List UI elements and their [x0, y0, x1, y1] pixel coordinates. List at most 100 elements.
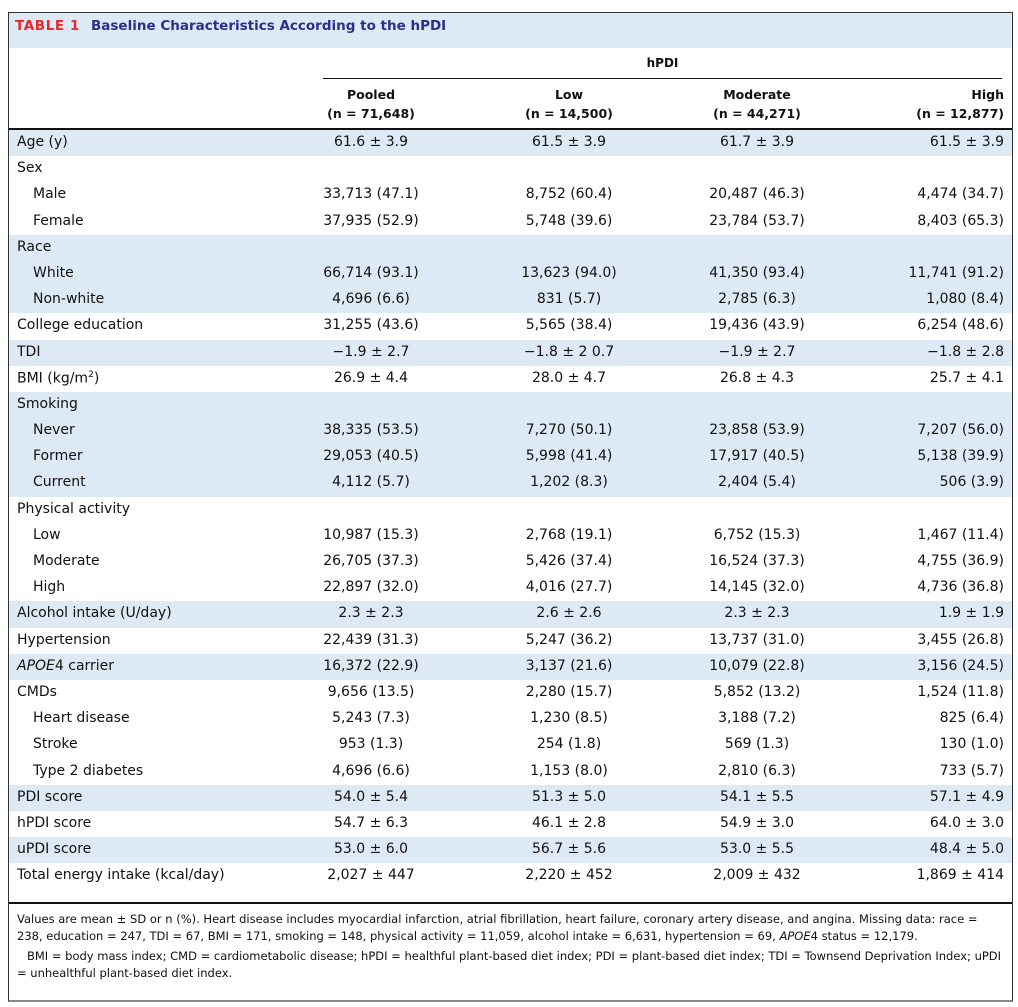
table-row: White 66,714 (93.1) 13,623 (94.0) 41,350 (9…: [9, 260, 1012, 288]
cell-pooled: 2,027 ± 447: [327, 867, 415, 884]
cell-high: 1,080 (8.4): [926, 291, 1004, 308]
column-name: Moderate: [723, 87, 791, 102]
cell-pooled: 22,897 (32.0): [323, 579, 419, 596]
cell-low: 8,752 (60.4): [525, 186, 613, 203]
row-label: Physical activity: [17, 501, 130, 517]
cell-moderate: 2,810 (6.3): [718, 762, 796, 779]
table-title-bar: TABLE 1 Baseline Characteristics Accordi…: [9, 13, 1012, 48]
cell-high: 25.7 ± 4.1: [929, 369, 1004, 386]
table-row: Heart disease 5,243 (7.3) 1,230 (8.5) 3,188…: [9, 706, 1012, 732]
table-row: Hypertension 22,439 (31.3) 5,247 (36.2) 13,…: [9, 628, 1012, 654]
cell-pooled: 66,714 (93.1): [323, 264, 419, 281]
row-label-text: Stroke: [33, 736, 78, 753]
table-row: hPDI score 54.7 ± 6.3 46.1 ± 2.8 54.9 ± 3.0…: [9, 811, 1012, 837]
row-label-text: Physical activity: [17, 500, 131, 517]
cell-high: 130 (1.0): [939, 736, 1004, 753]
cell-moderate: 14,145 (32.0): [709, 579, 805, 596]
cell-high: 1,869 ± 414: [916, 867, 1004, 884]
row-label-text: Type 2 diabetes: [33, 762, 144, 779]
row-label-text: Alcohol intake (U/day): [17, 605, 172, 622]
cell-pooled: 953 (1.3): [338, 736, 404, 753]
cell-low: 1,153 (8.0): [530, 762, 608, 779]
table-row: Current 4,112 (5.7) 1,202 (8.3) 2,404 (5.4)…: [9, 470, 1012, 497]
row-label: Current: [33, 474, 86, 490]
table-row: Physical activity: [9, 497, 1012, 523]
table-row: Former 29,053 (40.5) 5,998 (41.4) 17,917 (4…: [9, 444, 1012, 471]
row-label: Heart disease: [33, 710, 130, 726]
cell-pooled: 37,935 (52.9): [323, 212, 419, 229]
cell-moderate: 2,404 (5.4): [718, 474, 796, 491]
cell-low: 4,016 (27.7): [525, 579, 613, 596]
cell-low: 5,426 (37.4): [525, 553, 613, 569]
row-label: White: [33, 265, 74, 281]
cell-moderate: 13,737 (31.0): [709, 631, 805, 648]
table-body: Age (y) 61.6 ± 3.9 61.5 ± 3.9 61.7 ± 3.9 61.…: [9, 130, 1012, 889]
table-row: Non-white 4,696 (6.6) 831 (5.7) 2,785 (6.3)…: [9, 287, 1012, 314]
row-label: Age (y): [17, 134, 68, 150]
header-rule: [9, 128, 1012, 130]
row-label: Female: [33, 213, 84, 229]
row-label: PDI score: [17, 789, 82, 805]
cell-high: 11,741 (91.2): [908, 264, 1004, 281]
row-label-suffix: ): [93, 370, 100, 387]
cell-moderate: −1.9 ± 2.7: [718, 343, 796, 360]
row-label: Hypertension: [17, 632, 111, 648]
table-row: CMDs 9,656 (13.5) 2,280 (15.7) 5,852 (13.2)…: [9, 680, 1012, 706]
cell-moderate: 2,009 ± 432: [713, 867, 801, 884]
cell-moderate: 2.3 ± 2.3: [724, 605, 790, 622]
row-label: Non-white: [33, 291, 104, 307]
table-row: High 22,897 (32.0) 4,016 (27.7) 14,145 (32.…: [9, 575, 1012, 601]
row-label: Low: [33, 527, 61, 543]
row-label-italic: APOE: [17, 657, 55, 674]
cell-moderate: 41,350 (93.4): [709, 264, 805, 281]
table-row: Male 33,713 (47.1) 8,752 (60.4) 20,487 (46.…: [9, 182, 1012, 208]
table-footnote: Values are mean ± SD or n (%). Heart dis…: [17, 911, 1002, 985]
table-row: Type 2 diabetes 4,696 (6.6) 1,153 (8.0) 2,8…: [9, 759, 1012, 785]
cell-high: 733 (5.7): [939, 762, 1004, 779]
row-label: BMI (kg/m2): [17, 370, 99, 387]
cell-pooled: 10,987 (15.3): [323, 526, 419, 543]
row-label: uPDI score: [17, 841, 91, 857]
cell-low: 1,202 (8.3): [530, 474, 608, 491]
row-label: hPDI score: [17, 815, 91, 831]
cell-low: 61.5 ± 3.9: [531, 134, 607, 150]
cell-low: 46.1 ± 2.8: [531, 814, 607, 831]
cell-high: 4,474 (34.7): [917, 186, 1004, 203]
table-row: Stroke 953 (1.3) 254 (1.8) 569 (1.3) 130 (1.…: [9, 732, 1012, 758]
cell-low: −1.8 ± 2 0.7: [523, 343, 615, 360]
row-label-text: Smoking: [17, 395, 78, 412]
cell-moderate: 61.7 ± 3.9: [719, 134, 795, 150]
cell-high: 3,156 (24.5): [917, 657, 1004, 674]
cell-moderate: 17,917 (40.5): [709, 448, 805, 465]
cell-high: 6,254 (48.6): [917, 317, 1004, 334]
footnote-text: 4 status = 12,179.: [810, 929, 918, 943]
cell-low: 2,280 (15.7): [525, 683, 613, 700]
row-label: TDI: [17, 344, 40, 360]
table-bottom-rule: [9, 902, 1012, 904]
footnote-abbreviations: BMI = body mass index; CMD = cardiometab…: [17, 949, 1002, 980]
row-label: Smoking: [17, 396, 78, 412]
table-label: TABLE 1: [15, 18, 81, 34]
cell-high: 825 (6.4): [939, 710, 1004, 727]
row-label: APOE4 carrier: [17, 658, 114, 674]
footnote-text: Values are mean ± SD or n (%). Heart dis…: [17, 912, 978, 943]
row-label: High: [33, 579, 65, 595]
cell-high: 5,138 (39.9): [917, 448, 1004, 465]
column-header-moderate: Moderate (n = 44,271): [702, 85, 812, 123]
cell-pooled: 5,243 (7.3): [332, 710, 410, 727]
cell-pooled: 4,696 (6.6): [332, 762, 410, 779]
cell-pooled: 4,112 (5.7): [332, 474, 410, 491]
cell-high: 4,755 (36.9): [917, 553, 1004, 569]
column-name: High: [971, 87, 1004, 102]
row-label-text: College education: [17, 317, 144, 334]
cell-pooled: 54.7 ± 6.3: [333, 814, 409, 831]
cell-pooled: 2.3 ± 2.3: [338, 605, 404, 622]
row-label-text: Male: [33, 186, 67, 203]
cell-pooled: 4,696 (6.6): [332, 291, 410, 308]
cell-low: 56.7 ± 5.6: [531, 841, 607, 858]
cell-low: 5,565 (38.4): [525, 317, 613, 334]
row-label-text: BMI (kg/m: [17, 370, 89, 387]
row-label-text: Non-white: [33, 291, 105, 308]
cell-low: 7,270 (50.1): [525, 422, 613, 439]
cell-moderate: 23,784 (53.7): [709, 212, 805, 229]
